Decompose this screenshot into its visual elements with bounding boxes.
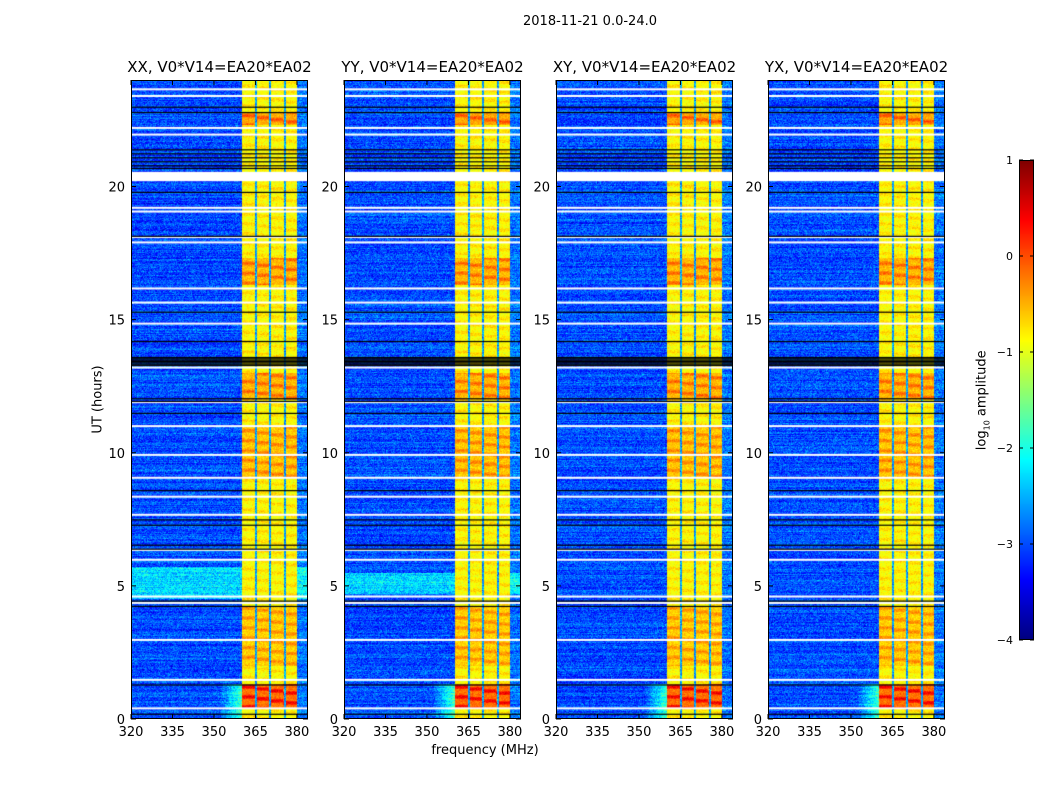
x-tick-label: 335 xyxy=(585,725,610,740)
panel-title: XY, V0*V14=EA20*EA02 xyxy=(552,58,737,76)
y-tick-label: 5 xyxy=(117,580,125,595)
y-tick-label: 5 xyxy=(542,580,550,595)
x-tick-label: 380 xyxy=(498,725,523,740)
colorbar-frame xyxy=(1019,160,1034,640)
panel-yx: YX, V0*V14=EA20*EA02 320 335 350 365 380 0 5 10… xyxy=(745,58,948,740)
y-tick-label: 15 xyxy=(745,314,762,329)
heatmap-yx xyxy=(768,80,945,719)
x-tick-label: 380 xyxy=(922,725,947,740)
x-tick-label: 380 xyxy=(285,725,310,740)
panel-title: YX, V0*V14=EA20*EA02 xyxy=(764,58,949,76)
y-tick-label: 10 xyxy=(745,447,762,462)
x-tick-label: 350 xyxy=(415,725,440,740)
y-tick-label: 0 xyxy=(754,713,762,728)
axes-yx: 320 335 350 365 380 0 5 10 15 20 xyxy=(745,80,946,740)
y-tick-label: 5 xyxy=(330,580,338,595)
x-axis-label: frequency (MHz) xyxy=(431,743,539,758)
y-tick-label: 5 xyxy=(754,580,762,595)
colorbar xyxy=(1019,160,1034,640)
x-tick-label: 320 xyxy=(756,725,781,740)
y-tick-label: 10 xyxy=(321,447,338,462)
y-tick-label: 15 xyxy=(108,314,125,329)
x-tick-label: 350 xyxy=(202,725,227,740)
panel-yy: YY, V0*V14=EA20*EA02 320 335 350 365 380 0 5 10… xyxy=(321,58,523,740)
colorbar-axes: 1 0 −1 −2 −3 −4 xyxy=(997,154,1034,647)
x-tick-label: 335 xyxy=(160,725,185,740)
y-tick-label: 0 xyxy=(330,713,338,728)
x-tick-label: 350 xyxy=(839,725,864,740)
colorbar-tick-label: −1 xyxy=(997,346,1013,359)
panel-xy: XY, V0*V14=EA20*EA02 320 335 350 365 380 0 5 10… xyxy=(533,58,736,740)
y-tick-label: 10 xyxy=(108,447,125,462)
y-tick-label: 0 xyxy=(117,713,125,728)
axes-frame xyxy=(556,80,733,719)
y-tick-label: 20 xyxy=(108,181,125,196)
colorbar-tick-label: −4 xyxy=(997,634,1013,647)
x-tick-label: 320 xyxy=(544,725,569,740)
y-tick-label: 10 xyxy=(533,447,550,462)
panel-title: XX, V0*V14=EA20*EA02 xyxy=(127,58,312,76)
y-tick-label: 20 xyxy=(533,181,550,196)
y-tick-label: 20 xyxy=(745,181,762,196)
y-axis-label: UT (hours) xyxy=(90,365,106,434)
x-tick-label: 335 xyxy=(797,725,822,740)
axes-xx: 320 335 350 365 380 0 5 10 15 20 xyxy=(108,80,309,740)
colorbar-label: log10 amplitude xyxy=(974,350,992,451)
figure-title: 2018-11-21 0.0-24.0 xyxy=(523,14,657,29)
colorbar-tick-label: −3 xyxy=(997,538,1013,551)
y-tick-label: 0 xyxy=(542,713,550,728)
x-tick-label: 335 xyxy=(373,725,398,740)
heatmap-xx xyxy=(131,80,308,719)
colorbar-tick-label: 1 xyxy=(1006,154,1013,167)
axes-frame xyxy=(768,80,945,719)
x-tick-label: 365 xyxy=(668,725,693,740)
x-tick-label: 320 xyxy=(119,725,144,740)
heatmap-yy xyxy=(344,80,521,719)
axes-frame xyxy=(131,80,308,719)
colorbar-tick-label: 0 xyxy=(1006,250,1013,263)
y-tick-label: 15 xyxy=(321,314,338,329)
axes-yy: 320 335 350 365 380 0 5 10 15 20 xyxy=(321,80,522,740)
panel-xx: XX, V0*V14=EA20*EA02 320 335 350 365 380 0 5 10… xyxy=(108,58,311,740)
colorbar-tick-label: −2 xyxy=(997,442,1013,455)
x-tick-label: 350 xyxy=(627,725,652,740)
axes-frame xyxy=(344,80,521,719)
x-tick-label: 380 xyxy=(710,725,735,740)
axes-xy: 320 335 350 365 380 0 5 10 15 20 xyxy=(533,80,734,740)
x-tick-label: 365 xyxy=(456,725,481,740)
x-tick-label: 320 xyxy=(332,725,357,740)
y-tick-label: 15 xyxy=(533,314,550,329)
y-tick-label: 20 xyxy=(321,181,338,196)
panel-title: YY, V0*V14=EA20*EA02 xyxy=(341,58,524,76)
x-tick-label: 365 xyxy=(243,725,268,740)
heatmap-xy xyxy=(556,80,733,719)
x-tick-label: 365 xyxy=(880,725,905,740)
